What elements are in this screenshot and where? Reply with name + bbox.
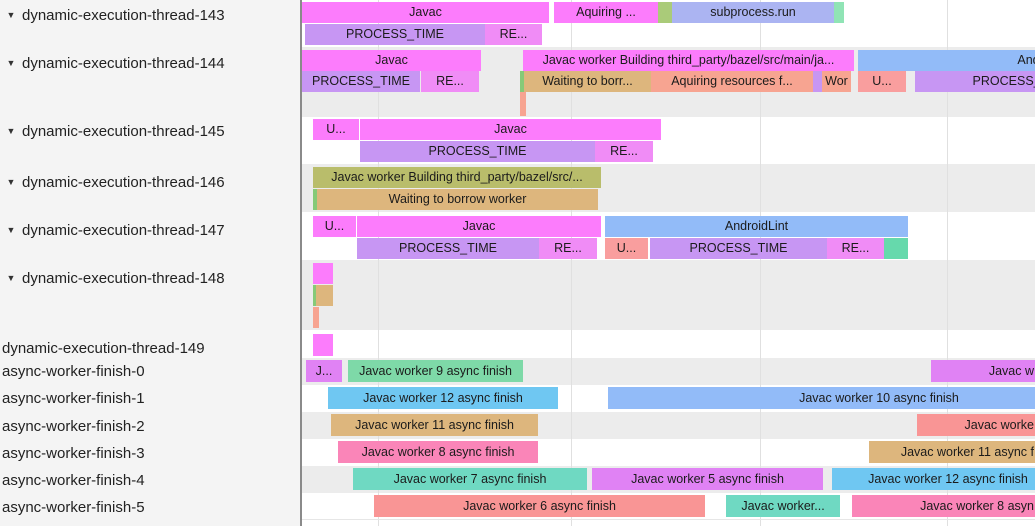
track-label-text: dynamic-execution-thread-143 <box>22 6 225 24</box>
trace-slice[interactable]: Javac worker 10 async finish <box>608 387 1035 409</box>
trace-slice[interactable]: Javac <box>357 216 601 237</box>
trace-slice-small[interactable] <box>313 334 333 356</box>
track-label-async-worker-finish-3[interactable]: ▼async-worker-finish-3 <box>0 443 300 463</box>
track-label-dynamic-execution-thread-148[interactable]: ▼ dynamic-execution-thread-148 <box>0 268 300 288</box>
track-label-text: dynamic-execution-thread-147 <box>22 221 225 239</box>
trace-slice[interactable]: Javac worker 8 async finish <box>338 441 538 463</box>
trace-slice[interactable]: Wor <box>822 71 851 92</box>
trace-slice[interactable]: AndroidLint <box>858 50 1035 71</box>
track-label-text: dynamic-execution-thread-149 <box>2 339 205 357</box>
track-label-text: async-worker-finish-2 <box>2 417 145 435</box>
track-label-text: dynamic-execution-thread-144 <box>22 54 225 72</box>
row-divider <box>302 519 1035 520</box>
expander-triangle-icon[interactable]: ▼ <box>6 10 16 20</box>
expander-triangle-icon[interactable]: ▼ <box>6 177 16 187</box>
timeline-canvas[interactable]: Javac Aquiring ... subprocess.run PROCESS_T… <box>302 0 1035 526</box>
track-label-dynamic-execution-thread-149[interactable]: ▼dynamic-execution-thread-149 <box>0 338 300 358</box>
expander-triangle-icon[interactable]: ▼ <box>6 273 16 283</box>
track-label-text: async-worker-finish-5 <box>2 498 145 516</box>
trace-slice[interactable]: U... <box>858 71 906 92</box>
trace-slice[interactable]: RE... <box>595 141 653 162</box>
trace-slice[interactable]: U... <box>313 216 356 237</box>
trace-slice[interactable]: Waiting to borr... <box>524 71 651 92</box>
trace-slice-small[interactable] <box>884 238 908 259</box>
track-label-dynamic-execution-thread-145[interactable]: ▼ dynamic-execution-thread-145 <box>0 121 300 141</box>
trace-slice[interactable]: Aquiring ... <box>554 2 658 23</box>
trace-slice[interactable]: Javac worker 11 async finish <box>331 414 538 436</box>
track-label-text: dynamic-execution-thread-146 <box>22 173 225 191</box>
trace-slice-small[interactable] <box>313 263 333 284</box>
trace-slice[interactable]: PROCESS_TIME <box>305 24 485 45</box>
trace-slice[interactable]: J... <box>306 360 342 382</box>
track-label-text: dynamic-execution-thread-148 <box>22 269 225 287</box>
trace-slice[interactable]: RE... <box>827 238 884 259</box>
trace-slice[interactable]: Javac worker... <box>726 495 840 517</box>
trace-slice[interactable]: PROCESS_TIME <box>357 238 539 259</box>
row-band <box>302 260 1035 330</box>
track-label-text: async-worker-finish-0 <box>2 362 145 380</box>
expander-triangle-icon[interactable]: ▼ <box>6 58 16 68</box>
trace-slice[interactable]: RE... <box>485 24 542 45</box>
trace-slice[interactable]: PROCESS_TIME <box>302 71 420 92</box>
expander-triangle-icon[interactable]: ▼ <box>6 126 16 136</box>
trace-slice[interactable]: Aquiring resources f... <box>651 71 813 92</box>
time-gridline <box>760 0 761 526</box>
trace-slice-small[interactable] <box>658 2 672 23</box>
track-label-dynamic-execution-thread-146[interactable]: ▼ dynamic-execution-thread-146 <box>0 172 300 192</box>
track-label-dynamic-execution-thread-144[interactable]: ▼ dynamic-execution-thread-144 <box>0 53 300 73</box>
trace-slice-small[interactable] <box>316 285 333 306</box>
trace-slice[interactable]: RE... <box>421 71 479 92</box>
track-label-dynamic-execution-thread-143[interactable]: ▼ dynamic-execution-thread-143 <box>0 5 300 25</box>
trace-slice[interactable]: PROCESS_TIME <box>915 71 1035 92</box>
trace-slice[interactable]: subprocess.run <box>672 2 834 23</box>
trace-slice-small[interactable] <box>313 189 319 210</box>
trace-slice[interactable]: U... <box>605 238 648 259</box>
expander-triangle-icon[interactable]: ▼ <box>6 225 16 235</box>
track-label-async-worker-finish-5[interactable]: ▼async-worker-finish-5 <box>0 497 300 517</box>
trace-slice[interactable]: Javac worker 7 async finish <box>353 468 587 490</box>
trace-slice[interactable]: U... <box>313 119 359 140</box>
trace-slice[interactable]: PROCESS_TIME <box>360 141 595 162</box>
trace-slice[interactable]: Javac w <box>931 360 1035 382</box>
trace-slice[interactable]: AndroidLint <box>605 216 908 237</box>
trace-slice[interactable]: Javac worker 12 async finish <box>832 468 1035 490</box>
track-label-async-worker-finish-1[interactable]: ▼async-worker-finish-1 <box>0 388 300 408</box>
track-label-text: async-worker-finish-3 <box>2 444 145 462</box>
trace-slice-small[interactable] <box>834 2 844 23</box>
track-label-text: async-worker-finish-4 <box>2 471 145 489</box>
trace-slice[interactable]: Javac worker Building third_party/bazel/… <box>523 50 854 71</box>
time-gridline <box>378 0 379 526</box>
track-label-async-worker-finish-4[interactable]: ▼async-worker-finish-4 <box>0 470 300 490</box>
trace-slice[interactable]: Waiting to borrow worker <box>317 189 598 210</box>
track-label-async-worker-finish-0[interactable]: ▼async-worker-finish-0 <box>0 361 300 381</box>
trace-slice-small[interactable] <box>313 307 319 328</box>
trace-slice-small[interactable] <box>520 92 526 116</box>
time-gridline <box>571 0 572 526</box>
track-label-dynamic-execution-thread-147[interactable]: ▼ dynamic-execution-thread-147 <box>0 220 300 240</box>
trace-slice[interactable]: Javac worker 9 async finish <box>348 360 523 382</box>
trace-slice-small[interactable] <box>520 71 526 92</box>
trace-slice[interactable]: Javac worker Building third_party/bazel/… <box>313 167 601 188</box>
trace-slice[interactable]: Javac worker 6 async finish <box>374 495 705 517</box>
trace-slice[interactable]: Javac <box>302 2 549 23</box>
track-sidebar: ▼ dynamic-execution-thread-143 ▼ dynamic-ex… <box>0 0 302 526</box>
trace-slice[interactable]: Javac <box>302 50 481 71</box>
track-label-text: dynamic-execution-thread-145 <box>22 122 225 140</box>
trace-slice[interactable]: Javac worke <box>917 414 1035 436</box>
time-gridline <box>947 0 948 526</box>
trace-slice[interactable]: RE... <box>539 238 597 259</box>
trace-slice[interactable]: Javac worker 12 async finish <box>328 387 558 409</box>
trace-slice-small[interactable] <box>813 71 822 92</box>
trace-slice[interactable]: Javac worker 5 async finish <box>592 468 823 490</box>
trace-slice[interactable]: PROCESS_TIME <box>650 238 827 259</box>
trace-slice[interactable]: Javac worker 11 async f <box>869 441 1035 463</box>
trace-slice[interactable]: Javac <box>360 119 661 140</box>
track-label-async-worker-finish-2[interactable]: ▼async-worker-finish-2 <box>0 416 300 436</box>
trace-slice[interactable]: Javac worker 8 asyn <box>852 495 1035 517</box>
track-label-text: async-worker-finish-1 <box>2 389 145 407</box>
